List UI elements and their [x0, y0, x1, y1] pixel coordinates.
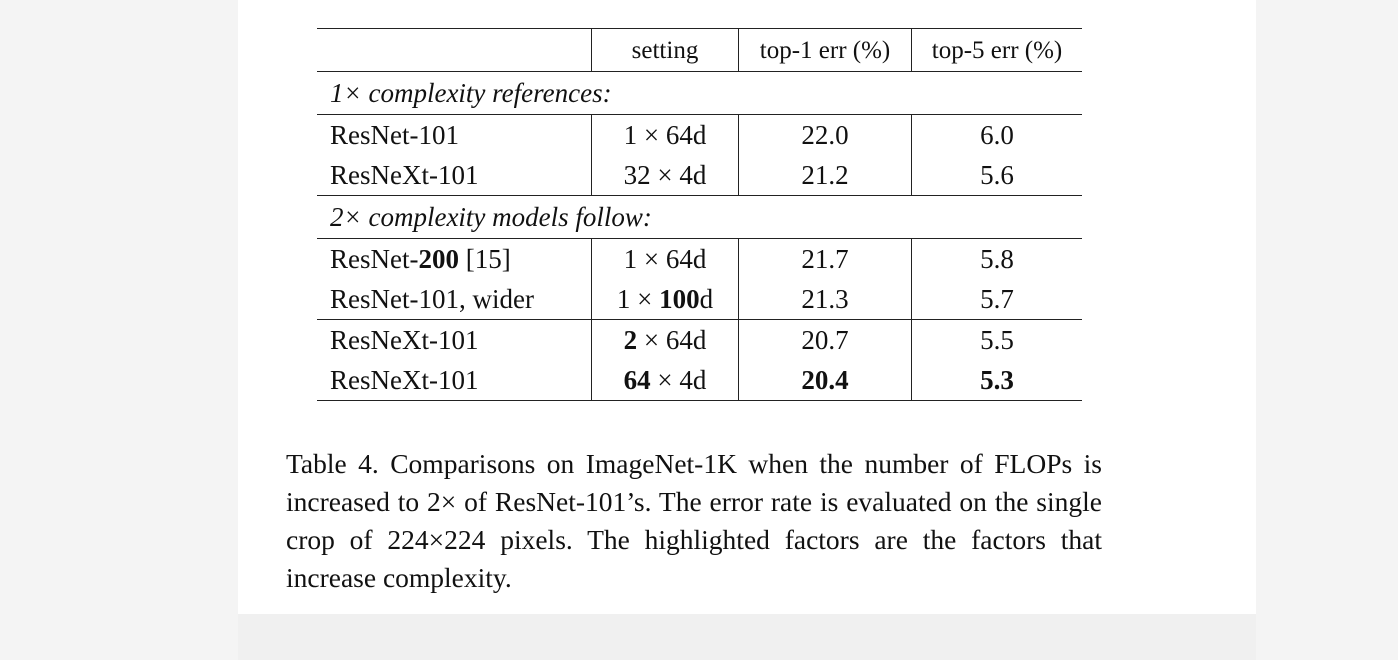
- setting-prefix: 1 ×: [616, 283, 660, 314]
- row-model: ResNeXt-101: [317, 155, 592, 196]
- row-model: ResNet-101: [317, 114, 592, 155]
- row-top1: 22.0: [738, 114, 912, 155]
- row-top1: 21.3: [738, 279, 912, 320]
- row-top5: 5.3: [911, 360, 1082, 401]
- table-row: ResNeXt-101 32 × 4d 21.2 5.6: [317, 155, 1082, 196]
- setting-suffix: d: [699, 283, 714, 314]
- best-top1: 20.4: [801, 364, 849, 395]
- header-setting: setting: [591, 28, 739, 72]
- row-setting: 1 × 64d: [591, 114, 739, 155]
- row-setting: 2 × 64d: [591, 319, 739, 360]
- row-top1: 20.4: [738, 360, 912, 401]
- group-label-2x: 2× complexity models follow:: [317, 195, 1082, 239]
- row-setting: 1 × 100d: [591, 279, 739, 320]
- row-setting: 32 × 4d: [591, 155, 739, 196]
- results-table: setting top-1 err (%) top-5 err (%) 1× c…: [317, 28, 1082, 401]
- row-top5: 6.0: [980, 119, 1014, 150]
- table-row: ResNet-101 1 × 64d 22.0 6.0: [317, 114, 1082, 155]
- row-top5: 5.5: [980, 324, 1014, 355]
- row-top1: 20.7: [738, 319, 912, 360]
- group-label-1x: 1× complexity references:: [317, 71, 1082, 115]
- setting-highlight: 100: [659, 283, 700, 314]
- header-top5: top-5 err (%): [911, 28, 1082, 72]
- table-row: ResNet-101, wider 1 × 100d 21.3 5.7: [317, 279, 1082, 320]
- header-model: [317, 28, 592, 72]
- row-setting: 1 × 64d: [591, 238, 739, 279]
- setting-suffix: × 4d: [650, 364, 707, 395]
- page-bottom-band: [238, 614, 1256, 660]
- group-row-1x: 1× complexity references:: [317, 71, 1082, 115]
- best-top5: 5.3: [980, 364, 1014, 395]
- table-row: ResNet-200 [15] 1 × 64d 21.7 5.8: [317, 238, 1082, 279]
- row-model: ResNet-101, wider: [317, 279, 592, 320]
- table-caption: Table 4. Comparisons on ImageNet-1K when…: [286, 445, 1102, 597]
- row-model: ResNeXt-101: [317, 319, 592, 360]
- setting-highlight: 64: [623, 364, 651, 395]
- setting-suffix: × 64d: [637, 324, 707, 355]
- row-top5: 5.8: [980, 243, 1014, 274]
- row-top1: 21.2: [738, 155, 912, 196]
- model-prefix: ResNet-: [330, 243, 419, 274]
- table-row: ResNeXt-101 64 × 4d 20.4 5.3: [317, 360, 1082, 401]
- row-top5: 5.7: [911, 279, 1082, 320]
- model-suffix: [15]: [458, 243, 511, 274]
- row-top5: 5.6: [911, 155, 1082, 196]
- row-model: ResNet-200 [15]: [317, 238, 592, 279]
- row-top1: 21.7: [738, 238, 912, 279]
- row-setting: 64 × 4d: [591, 360, 739, 401]
- group-row-2x: 2× complexity models follow:: [317, 195, 1082, 239]
- table-row: ResNeXt-101 2 × 64d 20.7 5.5: [317, 319, 1082, 360]
- model-highlight: 200: [418, 243, 459, 274]
- header-top1: top-1 err (%): [738, 28, 912, 72]
- setting-highlight: 2: [623, 324, 638, 355]
- row-model: ResNeXt-101: [317, 360, 592, 401]
- caption-text: Table 4. Comparisons on ImageNet-1K when…: [286, 448, 1102, 593]
- table-header-row: setting top-1 err (%) top-5 err (%): [317, 28, 1082, 72]
